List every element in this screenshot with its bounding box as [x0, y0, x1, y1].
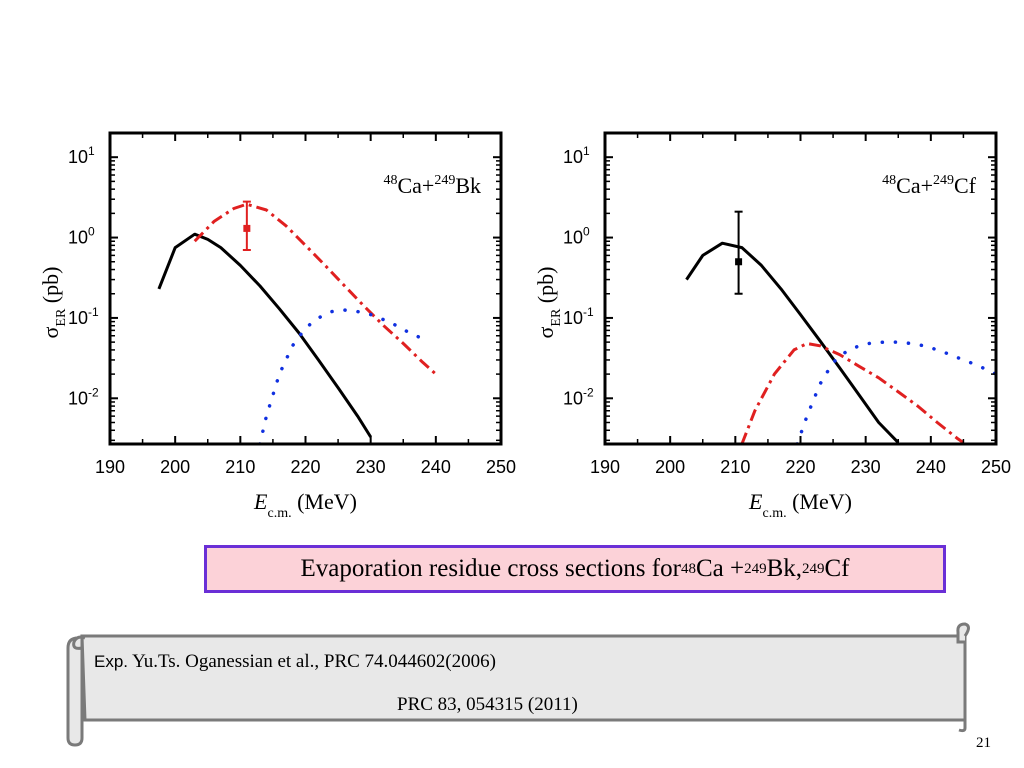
caption-element-ca: Ca + — [695, 555, 745, 582]
reference-line-1: Exp. Yu.Ts. Oganessian et al., PRC 74.04… — [94, 651, 496, 673]
x-tick-label: 200 — [655, 457, 685, 477]
series-line-dotted — [795, 340, 996, 444]
y-tick-label: 10-2 — [68, 385, 99, 408]
y-tick-label: 10-1 — [563, 305, 594, 328]
y-axis-label: σER (pb) — [38, 267, 69, 339]
chart-panel-bk: 190 200 210 220 230 240 250 10-2 10-1 100 101 Ec.m.… — [38, 131, 516, 521]
reaction-annotation: 48Ca+249Cf — [882, 173, 977, 198]
x-tick-label: 190 — [95, 457, 125, 477]
x-tick-label: 250 — [486, 457, 516, 477]
x-tick-label: 250 — [981, 457, 1011, 477]
x-tick-label: 240 — [916, 457, 946, 477]
x-tick-label: 220 — [785, 457, 815, 477]
y-tick-label: 100 — [563, 225, 590, 248]
y-tick-label: 10-2 — [563, 385, 594, 408]
reaction-annotation: 48Ca+249Bk — [383, 173, 481, 198]
x-tick-label: 240 — [421, 457, 451, 477]
y-tick-label: 100 — [68, 225, 95, 248]
x-axis-label: Ec.m. (MeV) — [253, 489, 357, 521]
x-axis-label: Ec.m. (MeV) — [748, 489, 852, 521]
x-tick-label: 210 — [720, 457, 750, 477]
x-tick-label: 230 — [851, 457, 881, 477]
series-line-dotted — [258, 308, 432, 444]
caption-element-bk: Bk, — [766, 555, 802, 582]
series-line-solid — [685, 241, 900, 444]
reference-text-1: Yu.Ts. Oganessian et al., PRC 74.044602(… — [128, 651, 496, 672]
figure-panels: 190 200 210 220 230 240 250 10-2 10-1 100 101 Ec.m.… — [38, 131, 1011, 521]
reference-line-2: PRC 83, 054315 (2011) — [397, 694, 578, 715]
series-line-dashdot — [740, 342, 965, 444]
x-tick-label: 220 — [290, 457, 320, 477]
series-line-dashdot — [193, 202, 437, 376]
x-tick-label: 230 — [356, 457, 386, 477]
chart-panel-cf: 190 200 210 220 230 240 250 10-2 10-1 100 101 Ec.m.… — [533, 131, 1011, 521]
y-tick-label: 101 — [563, 144, 590, 167]
x-tick-label: 210 — [225, 457, 255, 477]
x-tick-label: 200 — [160, 457, 190, 477]
caption-box: Evaporation residue cross sections for 4… — [204, 545, 946, 593]
reference-scroll — [66, 622, 970, 747]
reference-label: Exp. — [94, 652, 129, 671]
plot-area — [685, 210, 996, 444]
plot-area — [157, 200, 437, 444]
series-line-solid — [157, 232, 372, 438]
y-tick-label: 10-1 — [68, 305, 99, 328]
data-point-marker — [243, 224, 251, 232]
y-tick-label: 101 — [68, 144, 95, 167]
caption-prefix: Evaporation residue cross sections for — [300, 555, 681, 582]
y-axis-label: σER (pb) — [533, 267, 564, 339]
caption-element-cf: Cf — [824, 555, 850, 582]
page-number: 21 — [976, 735, 991, 751]
data-point-marker — [735, 258, 743, 266]
x-tick-label: 190 — [590, 457, 620, 477]
